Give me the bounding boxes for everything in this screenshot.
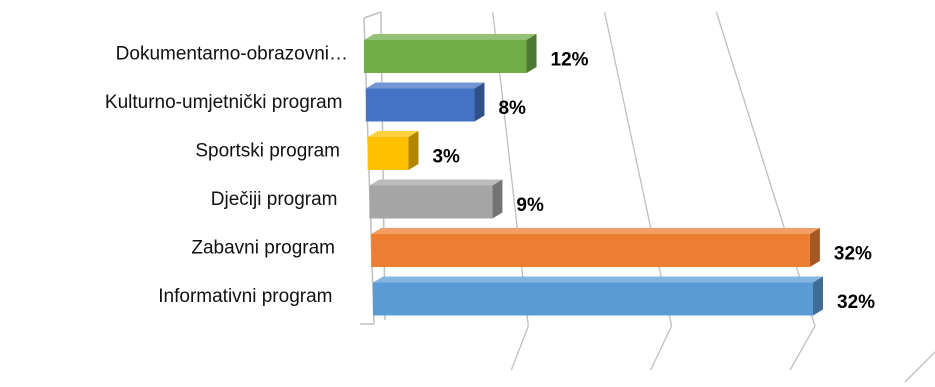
category-labels: Dokumentarno-obrazovni… Kulturno-umjetnič… [105, 44, 348, 308]
bar-front-face [369, 185, 493, 219]
gridline-3 [715, 11, 816, 327]
value-label: 32% [837, 292, 875, 313]
bar-side-face [408, 131, 419, 170]
bar-front-face [365, 88, 475, 122]
value-label: 32% [834, 244, 872, 265]
bar-4 [369, 179, 503, 219]
bar-top-face [371, 228, 820, 234]
bar-side-face [813, 276, 823, 316]
bar-top-face [364, 34, 537, 40]
wall-top-edge [363, 11, 382, 19]
value-label: 3% [432, 147, 460, 168]
bar-front-face [367, 137, 409, 170]
bar-side-face [526, 34, 537, 73]
bar-side-face [809, 228, 820, 267]
bar-side-face [474, 82, 485, 122]
bar-2 [365, 82, 485, 122]
category-label: Zabavni program [191, 238, 335, 259]
bar-front-face [371, 234, 810, 267]
bar-top-face [367, 131, 419, 137]
bar-front-face [364, 40, 527, 73]
floor-corner-tick [904, 351, 935, 383]
bar-front-face [373, 282, 813, 316]
value-label: 9% [516, 195, 544, 216]
category-label: Dječiji program [211, 189, 338, 210]
bar-top-face [373, 276, 823, 283]
gridline-2 [603, 11, 673, 327]
category-label: Dokumentarno-obrazovni… [116, 44, 348, 65]
floor-tick-1 [510, 325, 529, 371]
bar-side-face [492, 179, 503, 219]
category-label: Kulturno-umjetnički program [105, 92, 343, 113]
bar-6 [373, 276, 823, 316]
value-label: 12% [551, 50, 589, 71]
value-label: 8% [498, 98, 526, 119]
bar-1 [364, 34, 537, 73]
bar-top-face [365, 82, 485, 89]
bar-5 [371, 228, 820, 267]
bar-top-face [369, 179, 503, 186]
category-label: Informativni program [158, 286, 332, 307]
floor-tick-3 [789, 325, 816, 371]
category-label: Sportski program [195, 141, 340, 162]
floor-tick-2 [650, 325, 673, 371]
chart-bars [364, 34, 823, 316]
bar-3 [367, 131, 419, 170]
value-labels: 12% 8% 3% 9% 32% 32% [432, 50, 875, 314]
